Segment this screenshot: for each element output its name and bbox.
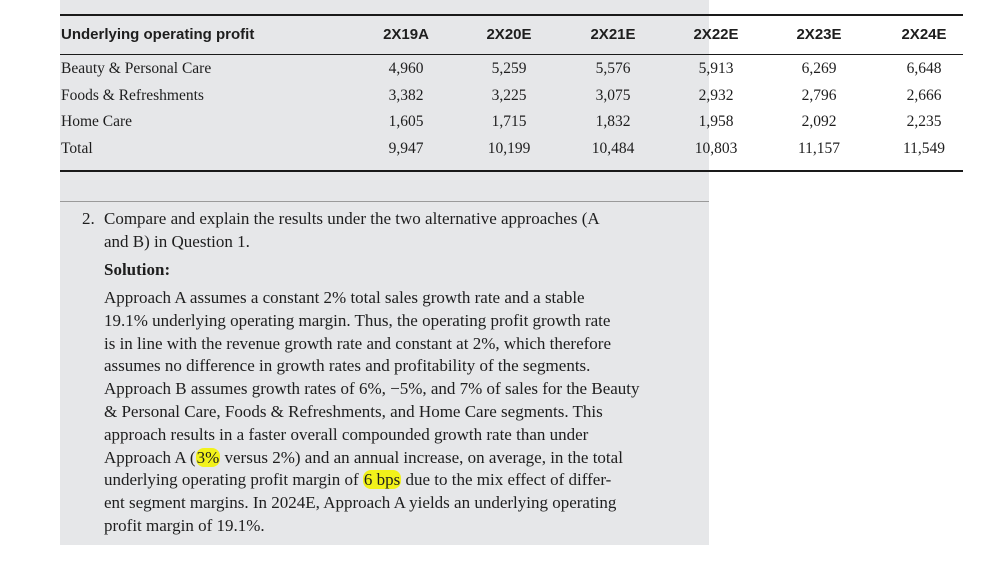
table-bottom-rule [60,170,963,172]
table-cell: 1,958 [698,113,734,130]
question-number: 2. [82,209,95,228]
table-header-row: Underlying operating profit 2X19A 2X20E … [60,16,963,54]
table-cell: 1,832 [595,113,631,130]
table-cell: 5,913 [698,60,734,77]
solution-line: profit margin of 19.1%. [104,515,265,535]
solution-text-fragment: due to the mix effect of differ- [401,470,612,490]
solution-line: assumes no difference in growth rates an… [104,356,591,376]
table-cell: 1,715 [491,113,527,130]
solution-line: Approach B assumes growth rates of 6%, −… [104,379,640,399]
row-label: Foods & Refreshments [61,86,204,104]
year-header: 2X19A [383,26,429,43]
solution-line: ent segment margins. In 2024E, Approach … [104,493,617,513]
highlight-6-bps: 6 bps [362,470,402,490]
solution-heading: Solution: [104,260,171,279]
solution-text: Approach A assumes a constant 2% total s… [104,287,700,538]
table-top-rule [60,14,963,16]
table-cell: 2,235 [906,113,942,130]
row-label: Home Care [61,113,133,130]
table-header-label: Underlying operating profit [61,26,255,43]
table-cell: 9,947 [388,139,424,157]
solution-line: 19.1% underlying operating margin. Thus,… [104,310,611,330]
gray-background-panel [60,0,709,545]
year-header: 2X21E [590,26,636,43]
operating-profit-table: Underlying operating profit 2X19A 2X20E … [60,14,963,172]
question-text: Compare and explain the results under th… [104,207,692,253]
solution-text-fragment: underlying operating profit margin of [104,470,363,490]
table-cell: 5,576 [595,60,631,77]
table-cell: 3,382 [388,86,424,104]
table-cell: 3,075 [595,86,631,104]
question-divider [60,201,709,202]
solution-line: approach results in a faster overall com… [104,424,589,444]
table-cell: 10,484 [591,139,635,157]
table-cell: 5,259 [491,60,527,77]
table-cell: 4,960 [388,60,424,77]
solution-text-fragment: Approach A ( [104,447,196,467]
year-header: 2X22E [693,26,739,43]
table-cell: 3,225 [491,86,527,104]
solution-line: is in line with the revenue growth rate … [104,333,611,353]
table-body: Beauty & Personal Care 4,960 5,259 5,576… [60,55,963,170]
table-cell: 10,199 [487,139,531,157]
table-cell: 1,605 [388,113,424,130]
solution-line: underlying operating profit margin of 6 … [104,469,700,492]
year-header: 2X23E [796,26,842,43]
table-row-total: Total 9,947 10,199 10,484 10,803 11,157 … [60,140,963,167]
table-row: Home Care 1,605 1,715 1,832 1,958 2,092 … [60,113,963,140]
table-cell: 6,269 [801,60,837,77]
table-cell: 2,666 [906,86,942,104]
question-2: 2. Compare and explain the results under… [82,207,692,253]
table-header-rule [60,54,963,55]
row-label: Beauty & Personal Care [61,60,212,77]
highlight-3-percent: 3% [195,447,221,467]
year-header: 2X20E [486,26,532,43]
solution-line: Approach A assumes a constant 2% total s… [104,288,585,307]
table-cell: 2,932 [698,86,734,104]
table-cell: 2,796 [801,86,837,104]
table-cell: 2,092 [801,113,837,130]
table-cell: 10,803 [694,139,738,157]
question-line: and B) in Question 1. [104,232,250,251]
table-cell: 6,648 [906,60,942,77]
year-header: 2X24E [901,26,947,43]
solution-line: & Personal Care, Foods & Refreshments, a… [104,401,603,421]
table-row: Foods & Refreshments 3,382 3,225 3,075 2… [60,87,963,114]
table-row: Beauty & Personal Care 4,960 5,259 5,576… [60,60,963,87]
table-cell: 11,157 [797,139,841,157]
solution-line: Approach A (3% versus 2%) and an annual … [104,447,700,470]
row-label: Total [61,139,93,157]
table-cell: 11,549 [902,139,946,157]
solution-text-fragment: versus 2%) and an annual increase, on av… [220,447,623,467]
question-line: Compare and explain the results under th… [104,209,600,228]
